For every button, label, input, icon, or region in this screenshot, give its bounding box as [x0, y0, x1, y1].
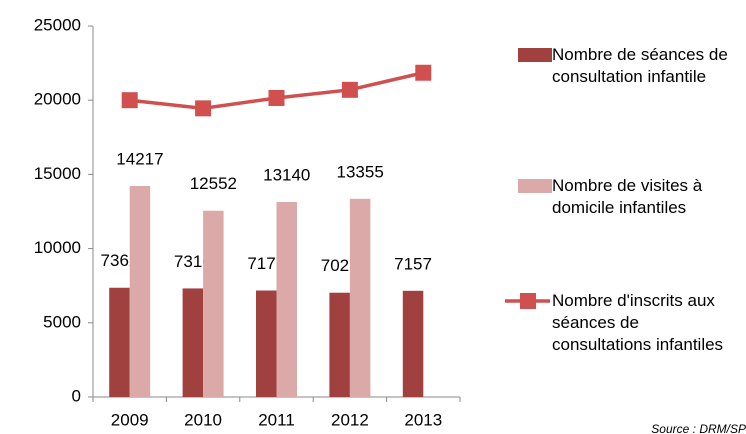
data-label: 7316: [174, 252, 212, 271]
bar: [129, 186, 151, 397]
x-tick-label: 2012: [331, 410, 369, 429]
bar: [109, 287, 130, 397]
y-tick-label: 0: [72, 386, 81, 405]
x-tick-label: 2009: [111, 410, 149, 429]
bar: [182, 288, 204, 397]
source: Source : DRM/SP: [651, 422, 746, 434]
x-tick-label: 2010: [184, 410, 222, 429]
x-tick-label: 2011: [258, 410, 295, 429]
data-label: 14217: [116, 150, 163, 169]
data-label: 13355: [337, 162, 384, 181]
bar: [256, 290, 277, 397]
marker: [341, 81, 358, 98]
bar: [402, 290, 424, 397]
y-tick-label: 25000: [34, 15, 81, 34]
y-tick-label: 5000: [43, 312, 81, 331]
legend-label: Nombre de visites à domicile infantiles: [552, 176, 703, 217]
legend-swatch: [518, 48, 552, 62]
data-label: 7176: [247, 254, 285, 273]
y-tick-label: 15000: [34, 164, 81, 183]
legend-marker: [520, 293, 536, 309]
data-label: 7157: [394, 254, 432, 273]
bar: [203, 210, 224, 397]
data-label: 7028: [321, 256, 359, 275]
x-tick-label: 2013: [404, 410, 442, 429]
marker: [415, 64, 432, 81]
data-label: 12552: [190, 174, 237, 193]
bar: [349, 198, 371, 397]
data-label: 13140: [263, 165, 310, 184]
marker: [121, 92, 138, 109]
legend-label: Nombre de séances de consultation infant…: [552, 45, 728, 86]
bar: [276, 202, 297, 397]
marker: [195, 100, 212, 117]
data-label: 7362: [101, 251, 139, 270]
bar: [329, 292, 350, 397]
y-tick-label: 20000: [34, 90, 81, 109]
legend-swatch: [518, 179, 552, 193]
y-tick-label: 10000: [34, 238, 81, 257]
marker: [268, 89, 285, 106]
legend-label: Nombre d'inscrits aux séances de consult…: [552, 291, 724, 354]
